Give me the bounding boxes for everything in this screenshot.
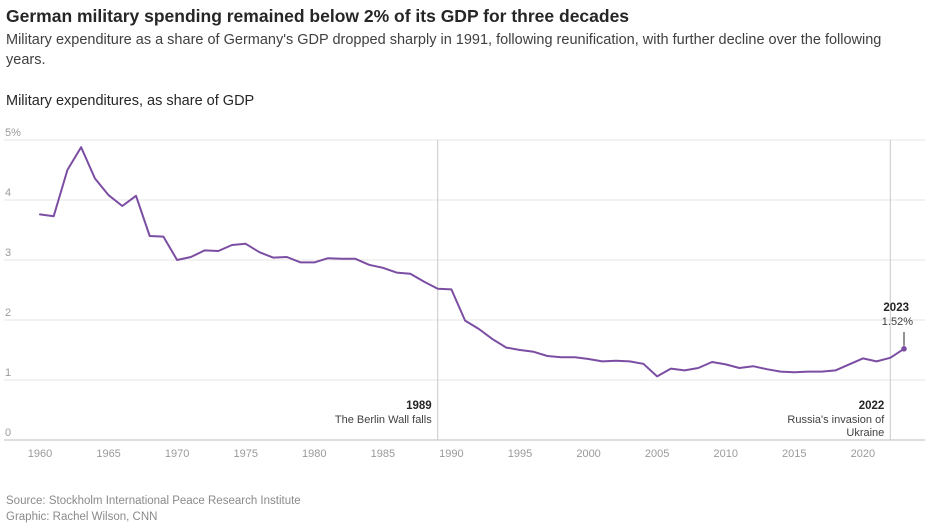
annotation-text: Russia's invasion of (787, 414, 885, 426)
x-tick-label: 1980 (302, 448, 326, 460)
end-label-year: 2023 (883, 302, 909, 314)
chart-title: German military spending remained below … (6, 6, 630, 26)
y-tick-label: 3 (5, 247, 11, 259)
x-tick-label: 1995 (508, 448, 532, 460)
source-note: Source: Stockholm International Peace Re… (6, 495, 301, 507)
end-point-marker (901, 346, 907, 352)
y-tick-label: 5% (5, 127, 21, 139)
x-tick-label: 1960 (28, 448, 52, 460)
end-label-value: 1.52% (882, 316, 913, 328)
y-tick-label: 2 (5, 307, 11, 319)
x-tick-label: 1990 (439, 448, 463, 460)
x-tick-label: 2015 (782, 448, 806, 460)
x-tick-label: 1985 (371, 448, 395, 460)
annotation-year: 2022 (859, 400, 885, 412)
x-tick-label: 1970 (165, 448, 189, 460)
y-tick-label: 0 (5, 427, 11, 439)
x-tick-label: 2000 (576, 448, 600, 460)
credit-note: Graphic: Rachel Wilson, CNN (6, 511, 158, 523)
chart-heading: Military expenditures, as share of GDP (6, 93, 255, 109)
x-tick-label: 1965 (96, 448, 120, 460)
x-tick-label: 2020 (851, 448, 875, 460)
y-tick-label: 1 (5, 367, 11, 379)
annotation-text: Ukraine (846, 427, 884, 439)
chart-subtitle: Military expenditure as a share of Germa… (6, 32, 882, 68)
x-tick-label: 1975 (233, 448, 257, 460)
y-tick-label: 4 (5, 187, 11, 199)
annotation-year: 1989 (406, 400, 432, 412)
x-tick-label: 2005 (645, 448, 669, 460)
annotation-text: The Berlin Wall falls (335, 414, 432, 426)
series-line (39, 146, 905, 378)
x-tick-label: 2010 (713, 448, 737, 460)
